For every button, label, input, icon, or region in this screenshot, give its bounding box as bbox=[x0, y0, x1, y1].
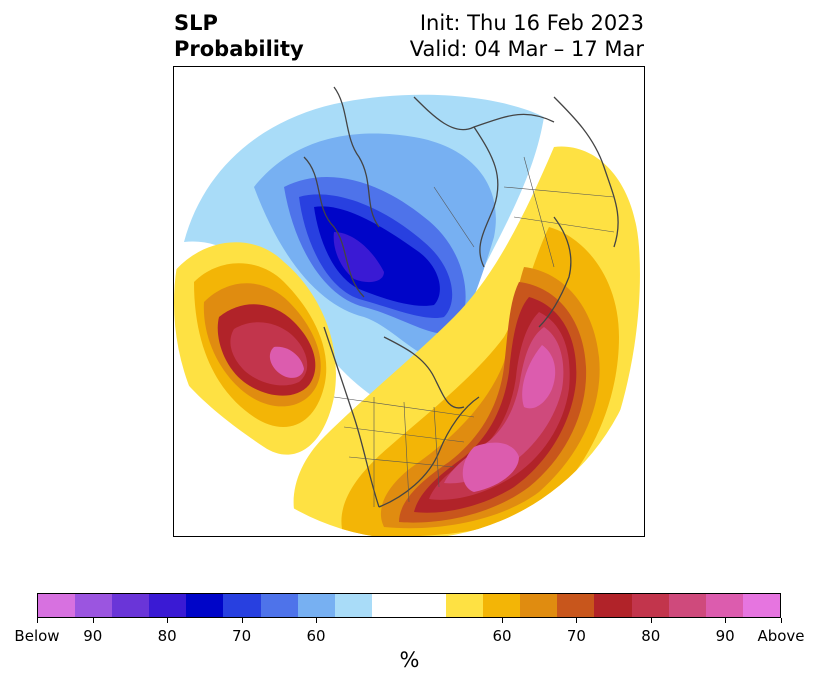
coastlines bbox=[303, 86, 619, 508]
valid-range: Valid: 04 Mar – 17 Mar bbox=[409, 37, 644, 61]
colorbar-tick-mark bbox=[92, 618, 94, 623]
colorbar-segment bbox=[149, 594, 187, 617]
colorbar-segment bbox=[446, 594, 484, 617]
colorbar-segment bbox=[186, 594, 224, 617]
init-date: Init: Thu 16 Feb 2023 bbox=[419, 11, 644, 35]
colorbar-tick-label: 90 bbox=[83, 627, 103, 645]
probability-map bbox=[173, 66, 645, 537]
colorbar-tick-mark bbox=[781, 618, 782, 623]
colorbar bbox=[37, 593, 781, 618]
map-subtitle: Init: Thu 16 Feb 2023 Valid: 04 Mar – 17… bbox=[410, 10, 644, 62]
title-line-1: SLP bbox=[174, 11, 218, 35]
colorbar-segment bbox=[483, 594, 521, 617]
colorbar-tick-mark bbox=[725, 618, 727, 623]
colorbar-tick-mark bbox=[37, 618, 38, 623]
colorbar-segment bbox=[297, 594, 335, 617]
colorbar-tick-mark bbox=[502, 618, 503, 623]
above-normal-pacific bbox=[174, 242, 336, 455]
colorbar-tick-mark bbox=[576, 618, 578, 623]
political-borders bbox=[333, 156, 615, 507]
colorbar-tick-mark bbox=[650, 618, 652, 623]
colorbar-segment bbox=[371, 594, 447, 617]
colorbar-segment bbox=[112, 594, 150, 617]
colorbar-tick-label: 70 bbox=[566, 627, 586, 645]
colorbar-tick-mark bbox=[241, 618, 243, 623]
above-normal-atlantic bbox=[293, 146, 640, 536]
colorbar-tick-mark bbox=[167, 618, 169, 623]
colorbar-tick-label: 60 bbox=[306, 627, 326, 645]
colorbar-segment bbox=[334, 594, 372, 617]
colorbar-tick-label: 60 bbox=[492, 627, 512, 645]
colorbar-tick-label: Below bbox=[14, 627, 60, 645]
colorbar-segment bbox=[75, 594, 113, 617]
colorbar-segment bbox=[260, 594, 298, 617]
map-title: SLP Probability bbox=[174, 10, 304, 62]
colorbar-tick-label: 80 bbox=[641, 627, 661, 645]
title-line-2: Probability bbox=[174, 37, 304, 61]
colorbar-segment bbox=[223, 594, 261, 617]
colorbar-tick-label: 70 bbox=[232, 627, 252, 645]
colorbar-segment bbox=[38, 594, 76, 617]
probability-fields bbox=[174, 86, 640, 536]
colorbar-tick-mark bbox=[316, 618, 317, 623]
colorbar-unit-label: % bbox=[399, 648, 420, 672]
colorbar-segment bbox=[705, 594, 743, 617]
colorbar-tick-label: 90 bbox=[715, 627, 735, 645]
colorbar-segment bbox=[557, 594, 595, 617]
colorbar-segment bbox=[668, 594, 706, 617]
colorbar-tick-label: 80 bbox=[157, 627, 177, 645]
colorbar-segment bbox=[742, 594, 780, 617]
colorbar-segment bbox=[631, 594, 669, 617]
colorbar-tick-label: Above bbox=[757, 627, 805, 645]
map-canvas bbox=[174, 86, 640, 536]
colorbar-segment bbox=[520, 594, 558, 617]
colorbar-segment bbox=[594, 594, 632, 617]
